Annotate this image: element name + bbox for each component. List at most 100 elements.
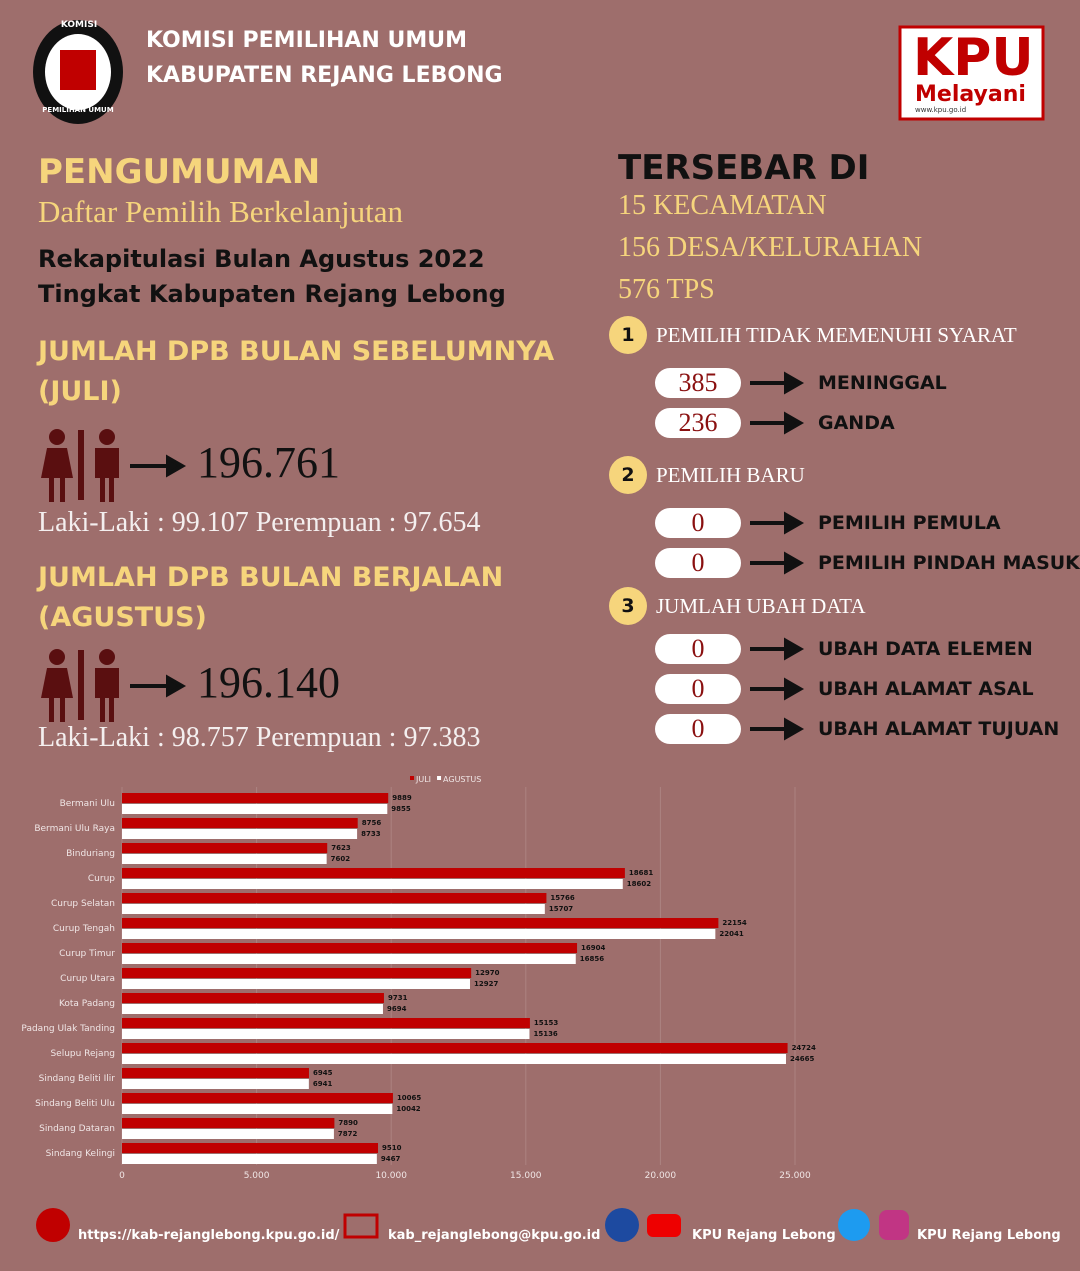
x-tick-label: 25.000 bbox=[779, 1171, 811, 1181]
section-title: PEMILIH TIDAK MEMENUHI SYARAT bbox=[656, 323, 1017, 347]
bar bbox=[122, 1029, 530, 1039]
y-tick-label: Bermani Ulu bbox=[60, 799, 115, 809]
email[interactable]: kab_rejanglebong@kpu.go.id bbox=[388, 1228, 601, 1243]
bar bbox=[122, 954, 576, 964]
value-label: 10042 bbox=[396, 1105, 420, 1113]
bar bbox=[122, 829, 358, 839]
y-tick-label: Sindang Beliti Ulu bbox=[35, 1099, 115, 1109]
value-label: 8756 bbox=[362, 819, 382, 827]
footer-icons bbox=[36, 1208, 909, 1242]
section-number: 2 bbox=[609, 456, 647, 494]
subtitle: Daftar Pemilih Berkelanjutan bbox=[38, 194, 403, 229]
value-label: 15766 bbox=[550, 894, 574, 902]
value-label: 7890 bbox=[338, 1119, 358, 1127]
total: 196.761 bbox=[197, 438, 340, 487]
arrow bbox=[750, 677, 805, 701]
arrow bbox=[750, 411, 805, 435]
bar bbox=[122, 843, 328, 853]
bar bbox=[122, 993, 384, 1003]
heading: JUMLAH DPB BULAN BERJALAN (AGUSTUS) bbox=[38, 562, 504, 633]
arrow bbox=[750, 511, 805, 535]
bar bbox=[122, 1018, 530, 1028]
item-arrows bbox=[750, 371, 805, 741]
bar bbox=[122, 1093, 393, 1103]
logo-bottom: PEMILIHAN UMUM bbox=[42, 106, 114, 114]
item-label: UBAH DATA ELEMEN bbox=[818, 638, 1033, 660]
bar bbox=[122, 943, 578, 953]
spread-item: 15 KECAMATAN bbox=[618, 190, 827, 221]
x-tick-label: 0 bbox=[119, 1171, 125, 1181]
total: 196.140 bbox=[197, 658, 340, 707]
item-value: 0 bbox=[655, 714, 741, 744]
section-title: PEMILIH BARU bbox=[656, 463, 805, 487]
spread-item: 156 DESA/KELURAHAN bbox=[618, 232, 923, 263]
value-label: 24724 bbox=[792, 1044, 816, 1052]
item-label: GANDA bbox=[818, 412, 895, 434]
badge-subtitle: Melayani bbox=[915, 82, 1026, 107]
logo-top: KOMISI bbox=[60, 20, 98, 30]
y-tick-label: Curup Utara bbox=[60, 974, 115, 984]
value-label: 9694 bbox=[387, 1005, 407, 1013]
value-label: 22154 bbox=[722, 919, 746, 927]
bar bbox=[122, 1068, 309, 1078]
y-tick-label: Curup Tengah bbox=[53, 924, 115, 934]
spread-item: 576 TPS bbox=[618, 274, 715, 305]
bar bbox=[122, 904, 545, 914]
value-label: 7623 bbox=[331, 844, 351, 852]
bar bbox=[122, 1118, 335, 1128]
value-label: 18681 bbox=[629, 869, 653, 877]
value-label: 15136 bbox=[533, 1030, 557, 1038]
x-tick-label: 5.000 bbox=[244, 1171, 270, 1181]
spread-heading: TERSEBAR DI bbox=[618, 148, 870, 188]
y-tick-label: Curup Timur bbox=[59, 949, 115, 959]
logo-emblem bbox=[60, 50, 96, 90]
value-label: 7872 bbox=[338, 1130, 358, 1138]
legend-swatch bbox=[410, 776, 414, 780]
y-tick-label: Sindang Dataran bbox=[39, 1124, 115, 1134]
value-label: 9731 bbox=[388, 994, 408, 1002]
item-label: PEMILIH PINDAH MASUK bbox=[818, 552, 1080, 574]
value-label: 9889 bbox=[392, 794, 412, 802]
item-value: 0 bbox=[655, 508, 741, 538]
value-label: 12927 bbox=[474, 980, 498, 988]
bar bbox=[122, 979, 470, 989]
legend-label: AGUSTUS bbox=[443, 775, 481, 784]
item-value: 236 bbox=[655, 408, 741, 438]
bar bbox=[122, 1104, 393, 1114]
bar bbox=[122, 1054, 786, 1064]
title: PENGUMUMAN bbox=[38, 152, 321, 192]
arrow bbox=[750, 371, 805, 395]
social[interactable]: KPU Rejang Lebong bbox=[917, 1228, 1061, 1243]
value-label: 7602 bbox=[331, 855, 351, 863]
y-tick-label: Curup bbox=[88, 874, 115, 884]
website[interactable]: https://kab-rejanglebong.kpu.go.id/ bbox=[78, 1228, 340, 1243]
item-value: 385 bbox=[655, 368, 741, 398]
item-label: MENINGGAL bbox=[818, 372, 947, 394]
y-tick-label: Curup Selatan bbox=[51, 899, 115, 909]
y-tick-label: Selupu Rejang bbox=[50, 1049, 115, 1059]
item-value: 0 bbox=[655, 674, 741, 704]
bar bbox=[122, 1079, 309, 1089]
value-label: 22041 bbox=[719, 930, 743, 938]
bar bbox=[122, 1004, 383, 1014]
arrow bbox=[750, 717, 805, 741]
bar bbox=[122, 793, 389, 803]
x-tick-label: 10.000 bbox=[375, 1171, 407, 1181]
item-value: 0 bbox=[655, 634, 741, 664]
bar bbox=[122, 1154, 377, 1164]
bar bbox=[122, 818, 358, 828]
x-tick-label: 20.000 bbox=[645, 1171, 677, 1181]
arrow bbox=[750, 637, 805, 661]
badge-title: KPU bbox=[913, 28, 1034, 88]
bar bbox=[122, 1043, 788, 1053]
item-label: UBAH ALAMAT TUJUAN bbox=[818, 718, 1060, 740]
value-label: 6945 bbox=[313, 1069, 333, 1077]
bar bbox=[122, 868, 625, 878]
y-tick-label: Padang Ulak Tanding bbox=[21, 1024, 115, 1034]
y-tick-label: Sindang Kelingi bbox=[46, 1149, 115, 1159]
social[interactable]: KPU Rejang Lebong bbox=[692, 1228, 836, 1243]
bar bbox=[122, 879, 623, 889]
bar bbox=[122, 968, 472, 978]
bar bbox=[122, 893, 547, 903]
